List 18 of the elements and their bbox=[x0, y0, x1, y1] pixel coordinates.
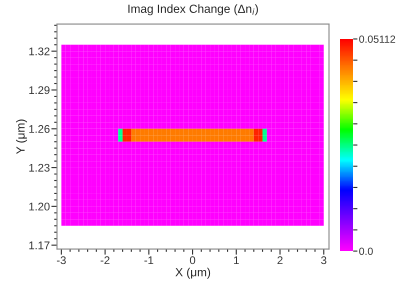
y-tick-label: 1.23 bbox=[29, 164, 50, 172]
y-tick-label: 1.32 bbox=[29, 47, 50, 56]
color-bar-label: 0.0 bbox=[359, 248, 373, 255]
x-tick-label: 0 bbox=[190, 256, 196, 264]
chart-title: Imag Index Change (Δn$_{i}$) bbox=[128, 4, 258, 16]
y-tick-label: 1.17 bbox=[29, 242, 50, 250]
x-tick-label: -3 bbox=[56, 256, 66, 264]
x-tick-label: 2 bbox=[277, 256, 283, 264]
x-tick-label: 1 bbox=[234, 256, 239, 264]
y-tick-label: 1.26 bbox=[29, 125, 50, 133]
x-tick-label: 3 bbox=[321, 256, 326, 264]
y-tick-label: 1.20 bbox=[29, 202, 50, 211]
y-axis-title: Y (μm) bbox=[16, 120, 28, 154]
x-axis-title: X (μm) bbox=[175, 268, 210, 279]
y-tick-label: 1.29 bbox=[29, 86, 50, 94]
x-tick-label: -2 bbox=[100, 256, 110, 264]
color-bar-label: 0.05112 bbox=[359, 35, 396, 43]
x-tick-label: -1 bbox=[144, 256, 154, 264]
